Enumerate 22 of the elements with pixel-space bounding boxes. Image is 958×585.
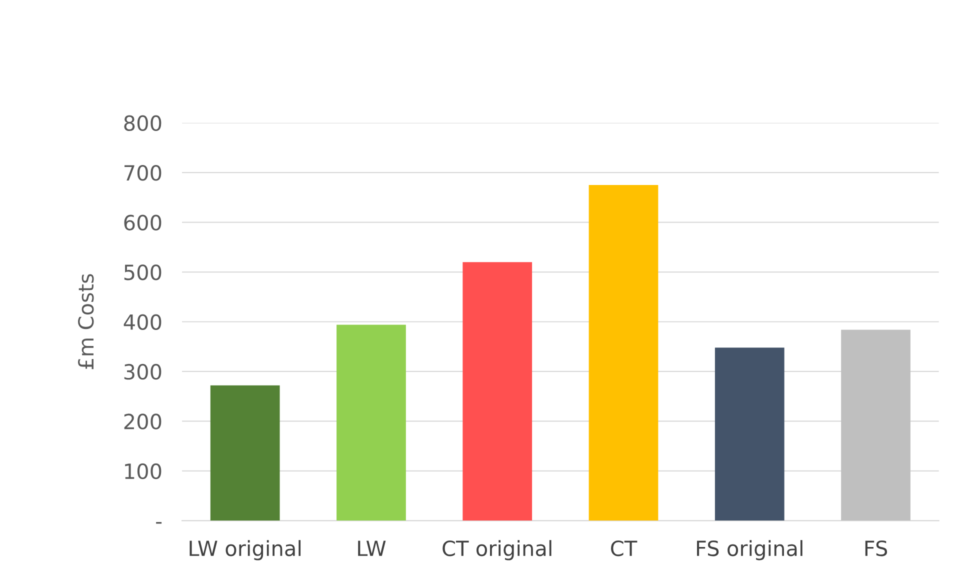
- bar: [210, 385, 280, 521]
- x-tick-label: LW original: [190, 540, 301, 560]
- x-tick-label: LW: [358, 540, 386, 556]
- y-tick-label: 500: [124, 264, 162, 280]
- y-tick-label: 700: [124, 165, 162, 181]
- y-tick-label: 800: [124, 115, 162, 132]
- x-tick-label: CT: [611, 540, 638, 556]
- bar: [588, 185, 658, 521]
- y-axis-title: £m Costs: [78, 274, 94, 370]
- bar: [714, 348, 784, 521]
- y-tick-label: 600: [124, 214, 162, 231]
- bar: [841, 330, 910, 521]
- y-tick-label: 400: [124, 314, 162, 330]
- y-tick-label: 100: [125, 463, 162, 480]
- bar: [336, 324, 406, 521]
- y-tick-label: 200: [124, 414, 162, 430]
- x-tick-label: FS: [865, 540, 888, 556]
- x-tick-label: FS original: [697, 540, 802, 560]
- y-tick-label: 300: [124, 364, 162, 380]
- x-tick-label: CT original: [442, 540, 552, 560]
- y-tick-label: -: [156, 522, 162, 524]
- bar: [462, 262, 532, 521]
